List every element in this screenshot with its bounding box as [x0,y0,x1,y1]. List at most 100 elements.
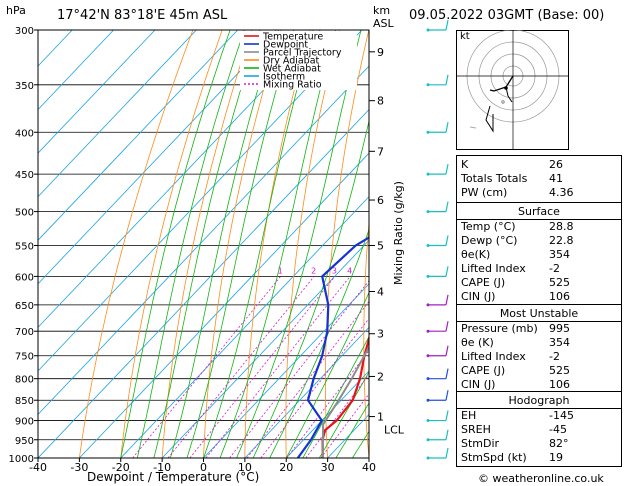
wind-barb-station [426,172,430,176]
surface-dewp-label: Dewp (°C) [461,234,518,247]
surface-lifted-index-value: -2 [549,262,560,275]
surface-thetae-label: θe(K) [461,248,491,261]
mixing-ratio-label: 15 [423,266,433,275]
pressure-tick-label: 700 [15,327,34,338]
mu-thetae-label: θe (K) [461,336,494,349]
wet-adiabat-line [186,30,294,458]
wind-barb-flag [445,294,449,305]
eh-value: -145 [549,409,574,422]
isotherm-line [79,152,369,458]
wind-barb-station [426,274,430,278]
totals-totals-label: Totals Totals [461,172,528,185]
most-unstable-table: Most Unstable Pressure (mb) 995 θe (K) 354… [456,304,622,392]
hodograph-unit: kt [460,31,470,42]
mixing-ratio-line [246,300,369,458]
hodograph-table: Hodograph EH -145 SREH -45 StmDir 82° StmSp… [456,391,622,467]
altitude-tick-label: 2 [377,370,384,383]
mixing-ratio-label: 8 [386,266,391,275]
legend-label: Isotherm [263,72,305,83]
stmspd-label: StmSpd (kt) [461,451,527,464]
stmdir-value: 82° [549,437,569,450]
wind-barb-flag [445,368,449,379]
pressure-tick-label: 1000 [9,454,34,465]
wet-adiabat-line [170,30,277,458]
pressure-tick-label: 550 [15,241,34,252]
wind-barb-flag [445,447,449,459]
wet-adiabat-line [236,30,362,458]
legend-label: Mixing Ratio [263,80,322,91]
wet-adiabat-line [318,371,369,458]
wind-barb-station [426,303,430,307]
eh-label: EH [461,409,477,422]
hodograph-plot: kt [456,30,569,150]
indices-table: K 26 Totals Totals 41 PW (cm) 4.36 [456,155,622,203]
wet-adiabat-line [302,335,369,458]
wind-barb-flag [445,122,449,133]
mu-lifted-index-label: Lifted Index [461,350,526,363]
isotherm-line [38,30,321,328]
wet-adiabat-line [153,30,260,458]
isotherm-line [38,30,363,372]
wet-adiabat-line [219,30,336,458]
wind-barb-station [426,243,430,247]
wet-adiabat-line [335,402,369,458]
pressure-tick-label: 500 [15,208,34,219]
mixing-ratio-line [229,280,369,458]
isotherm-line [38,30,197,198]
mixing-ratio-line [260,317,369,458]
asl-axis-label: ASL [373,17,394,30]
pressure-tick-label: 800 [15,375,34,386]
k-index-label: K [461,158,469,171]
wind-barb-flag [445,266,449,277]
mixing-ratio-line [167,276,315,458]
temperature-tick-label: -20 [112,461,130,474]
surface-cape-value: 525 [549,276,570,289]
temperature-profile [321,334,369,458]
mu-cape-label: CAPE (J) [461,364,506,377]
credit-footer: © weatheronline.co.uk [478,472,604,485]
dry-adiabat-line [79,30,194,458]
altitude-tick-label: 7 [377,145,384,158]
wind-barb-flag [445,321,449,332]
mu-lifted-index-value: -2 [549,350,560,363]
pressure-tick-label: 400 [15,128,34,139]
surface-temp-label: Temp (°C) [461,220,516,233]
stmspd-value: 19 [549,451,563,464]
wet-adiabat-line [252,119,369,458]
altitude-tick-label: 4 [377,285,384,298]
sreh-value: -45 [549,423,567,436]
altitude-tick-label: 5 [377,239,384,252]
pw-label: PW (cm) [461,186,508,199]
wind-barb-flag [445,19,449,31]
stmdir-label: StmDir [461,437,500,450]
wet-adiabat-line [285,291,369,458]
dry-adiabat-line [363,219,369,458]
isotherm-line [38,30,280,285]
pressure-tick-label: 600 [15,272,34,283]
mu-cin-label: CIN (J) [461,378,496,391]
wet-adiabat-line [269,228,369,458]
forecast-datetime: 09.05.2022 03GMT (Base: 00) [409,8,605,23]
most-unstable-title: Most Unstable [499,307,579,320]
wet-adiabat-line [120,30,231,458]
altitude-tick-label: 6 [377,194,384,207]
wind-barb-station [426,419,430,423]
surface-temp-value: 28.8 [549,220,574,233]
hpa-axis-label: hPa [6,4,26,17]
x-axis-title: Dewpoint / Temperature (°C) [87,470,260,484]
pressure-tick-label: 350 [15,81,34,92]
surface-table: Surface Temp (°C) 28.8 Dewp (°C) 22.8 θe(K… [456,202,622,305]
wind-barb-station [426,354,430,358]
wind-barb-station [426,438,430,442]
wind-barb-flag [445,164,449,175]
station-location: 17°42'N 83°18'E 45m ASL [57,8,228,23]
wind-barb-station [426,28,430,32]
altitude-tick-label: 9 [377,46,384,59]
surface-lifted-index-label: Lifted Index [461,262,526,275]
surface-dewp-value: 22.8 [549,234,574,247]
temperature-tick-label: 0 [200,461,207,474]
legend-label: Parcel Trajectory [263,48,342,59]
temperature-tick-label: 30 [321,461,335,474]
wet-adiabat-line [136,30,245,458]
